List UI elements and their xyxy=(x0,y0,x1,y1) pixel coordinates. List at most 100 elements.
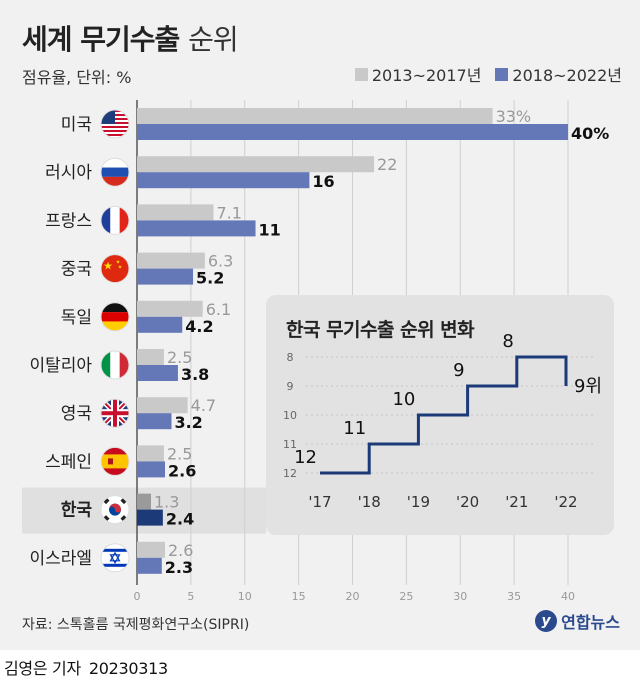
country-label: 프랑스 xyxy=(45,211,92,231)
inset-point-label: 8 xyxy=(502,331,513,352)
value-label-2013-2017: 7.1 xyxy=(217,203,242,222)
korea-rank-inset: 한국 무기수출 순위 변화 8 9 10 11 12'17'18'19'20'21'22… xyxy=(266,295,614,535)
israel-flag-icon xyxy=(100,543,130,573)
bar-2013-2017 xyxy=(137,156,375,173)
x-tick-label: 15 xyxy=(292,590,306,603)
inset-x-tick-label: '17 xyxy=(308,493,331,511)
germany-flag-icon xyxy=(100,302,130,332)
inset-y-tick-label: 10 xyxy=(283,409,297,422)
country-label: 스페인 xyxy=(45,452,92,472)
x-tick-label: 40 xyxy=(561,590,575,603)
country-label: 이탈리아 xyxy=(29,356,92,376)
svg-text:★: ★ xyxy=(118,265,123,271)
value-label-2018-2022: 2.4 xyxy=(166,510,194,529)
legend-item-2013-2017: 2013~2017년 xyxy=(354,62,481,86)
credit-date: 20230313 xyxy=(88,659,168,678)
bar-2018-2022 xyxy=(137,413,172,430)
bar-2013-2017 xyxy=(137,108,493,124)
inset-point-label: 10 xyxy=(392,389,415,410)
korea-flag-icon xyxy=(100,495,130,525)
x-tick-label: 30 xyxy=(453,590,467,603)
value-label-2018-2022: 16 xyxy=(312,172,334,191)
value-label-2018-2022: 40% xyxy=(571,124,609,143)
credit-line: 김영은 기자 20230313 xyxy=(4,655,168,679)
bar-2013-2017 xyxy=(137,541,166,558)
value-label-2013-2017: 6.3 xyxy=(208,252,233,271)
us-flag-icon xyxy=(100,109,130,139)
bar-2013-2017 xyxy=(137,493,152,510)
value-label-2018-2022: 11 xyxy=(259,220,281,239)
italy-flag-icon xyxy=(100,350,130,380)
bar-2018-2022 xyxy=(137,316,183,333)
country-label: 러시아 xyxy=(45,163,92,183)
value-label-2013-2017: 1.3 xyxy=(154,493,179,512)
country-label: 미국 xyxy=(61,115,92,135)
x-tick-label: 10 xyxy=(238,590,252,603)
value-label-2018-2022: 3.2 xyxy=(174,413,202,432)
value-label-2013-2017: 6.1 xyxy=(206,300,231,319)
spain-flag-icon xyxy=(100,446,130,476)
page-title: 세계 무기수출 순위 xyxy=(22,18,239,58)
country-label: 한국 xyxy=(61,501,93,521)
yonhap-logo-icon: y xyxy=(535,610,558,632)
value-label-2013-2017: 33% xyxy=(496,107,532,126)
bar-chart: 0 5 10 15 20 25 30 35 40 미국 33% 40% 러시아 22 16 프랑스 7.1 11 중… xyxy=(22,100,609,603)
bar-2018-2022 xyxy=(137,220,256,237)
value-label-2018-2022: 5.2 xyxy=(196,269,224,288)
inset-title: 한국 무기수출 순위 변화 xyxy=(286,319,475,341)
bar-2018-2022 xyxy=(137,509,163,526)
value-label-2013-2017: 22 xyxy=(377,155,397,174)
bar-2013-2017 xyxy=(137,445,164,462)
legend-label-2018-2022: 2018~2022년 xyxy=(512,66,622,85)
inset-y-tick-label: 12 xyxy=(283,467,297,480)
svg-text:★: ★ xyxy=(116,260,121,266)
x-tick-label: 35 xyxy=(507,590,521,603)
france-flag-icon xyxy=(100,205,130,235)
uk-flag-icon xyxy=(100,398,130,428)
country-label: 독일 xyxy=(61,308,92,328)
title-main: 세계 무기수출 xyxy=(22,23,180,56)
value-label-2018-2022: 2.6 xyxy=(168,461,196,480)
value-label-2013-2017: 2.6 xyxy=(168,541,193,560)
value-label-2013-2017: 2.5 xyxy=(167,444,192,463)
inset-point-label: 12 xyxy=(294,447,317,468)
x-tick-label: 0 xyxy=(134,590,141,603)
bar-2018-2022 xyxy=(137,461,166,478)
inset-step-line xyxy=(320,355,568,475)
title-light: 순위 xyxy=(188,23,239,56)
bar-2018-2022 xyxy=(137,172,310,189)
credit-author: 김영은 기자 xyxy=(4,659,81,678)
bar-2013-2017 xyxy=(137,204,214,221)
bar-2018-2022 xyxy=(137,124,568,140)
yonhap-logo-text: 연합뉴스 xyxy=(561,613,620,632)
legend-swatch-2018-2022 xyxy=(495,67,509,81)
bar-2013-2017 xyxy=(137,349,164,365)
inset-point-label: 9 xyxy=(453,360,464,381)
inset-point-label: 11 xyxy=(343,418,366,439)
bar-2013-2017 xyxy=(137,252,205,269)
russia-flag-icon xyxy=(100,157,130,187)
country-label: 영국 xyxy=(61,404,92,424)
inset-y-tick-label: 11 xyxy=(283,438,297,451)
inset-x-tick-label: '19 xyxy=(407,493,430,511)
value-label-2018-2022: 4.2 xyxy=(185,317,213,336)
country-label: 중국 xyxy=(61,260,92,280)
inset-x-tick-label: '21 xyxy=(505,493,528,511)
china-flag-icon: ★ ★★ xyxy=(100,254,130,284)
legend: 2013~2017년 2018~2022년 xyxy=(354,62,622,86)
legend-swatch-2013-2017 xyxy=(354,67,368,81)
inset-point-label: 9위 xyxy=(574,376,602,397)
inset-y-tick-label: 8 xyxy=(287,351,294,364)
bar-2013-2017 xyxy=(137,397,188,414)
inset-y-tick-label: 9 xyxy=(287,380,294,393)
source-note: 자료: 스톡홀름 국제평화연구소(SIPRI) xyxy=(22,617,250,633)
inset-x-tick-label: '18 xyxy=(358,493,381,511)
bar-2018-2022 xyxy=(137,365,178,381)
value-label-2013-2017: 4.7 xyxy=(191,396,216,415)
bar-2018-2022 xyxy=(137,557,162,574)
inset-x-tick-label: '20 xyxy=(456,493,479,511)
x-tick-label: 25 xyxy=(399,590,413,603)
value-label-2018-2022: 2.3 xyxy=(165,558,193,577)
legend-item-2018-2022: 2018~2022년 xyxy=(495,62,622,86)
